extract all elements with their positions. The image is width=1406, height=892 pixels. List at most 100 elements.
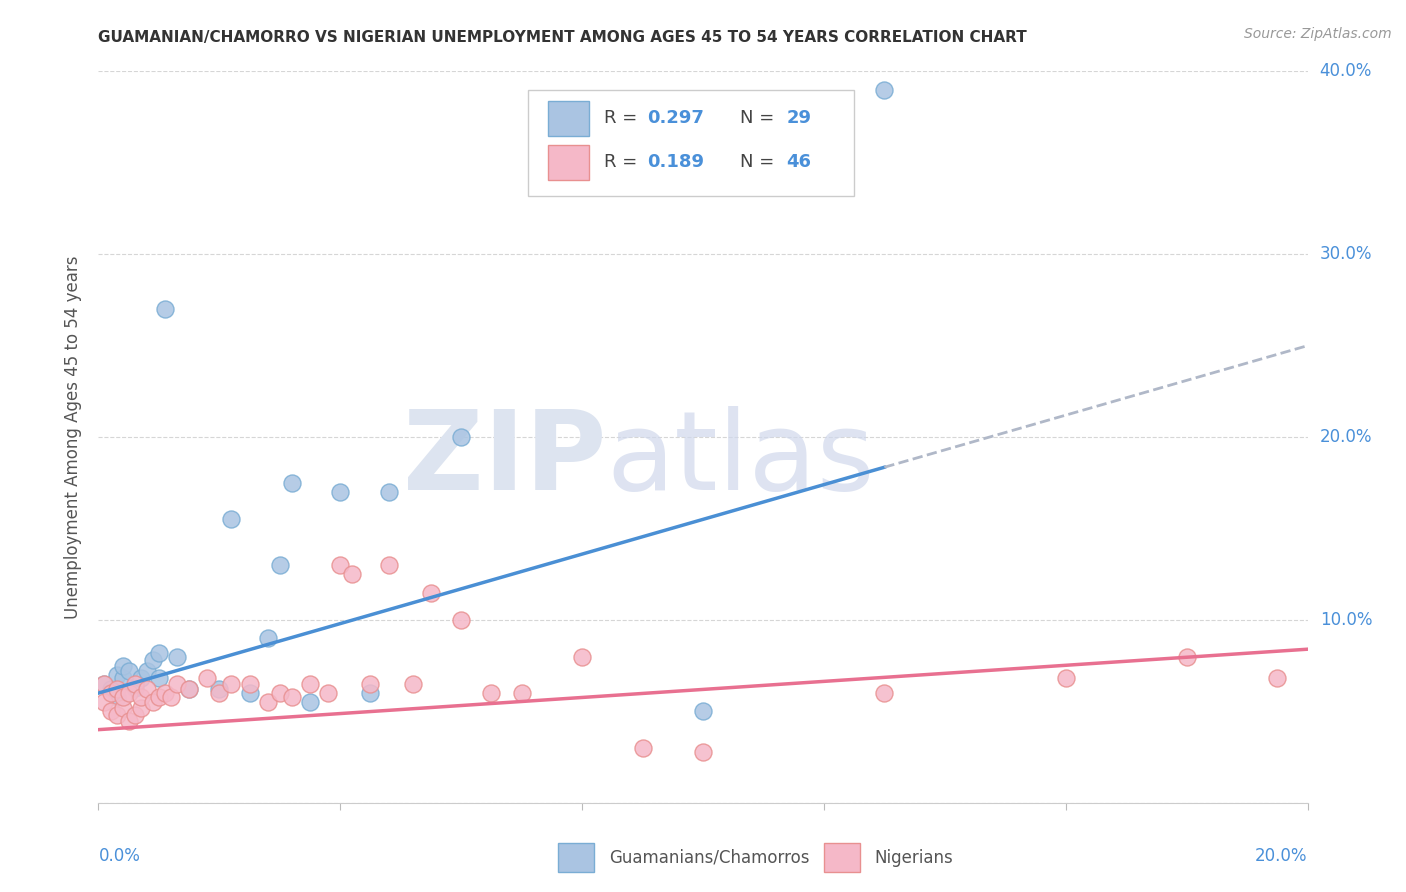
Point xyxy=(105,682,128,697)
Point xyxy=(105,690,128,704)
Text: R =: R = xyxy=(603,153,643,171)
Point xyxy=(160,690,183,704)
Point xyxy=(135,664,157,678)
Point xyxy=(142,653,165,667)
Text: 29: 29 xyxy=(786,109,811,128)
Point xyxy=(631,740,654,755)
FancyBboxPatch shape xyxy=(527,90,855,195)
Text: R =: R = xyxy=(603,109,643,128)
Point xyxy=(111,690,134,704)
Point xyxy=(93,677,115,691)
Point xyxy=(281,475,304,490)
Point xyxy=(148,690,170,704)
Point xyxy=(208,686,231,700)
Text: Guamanians/Chamorros: Guamanians/Chamorros xyxy=(609,848,810,867)
Point xyxy=(360,686,382,700)
Bar xyxy=(824,843,860,872)
Text: 20.0%: 20.0% xyxy=(1256,847,1308,864)
Point xyxy=(269,686,291,700)
Text: Source: ZipAtlas.com: Source: ZipAtlas.com xyxy=(1244,27,1392,41)
Point xyxy=(329,485,352,500)
Text: atlas: atlas xyxy=(606,406,875,513)
Text: 0.0%: 0.0% xyxy=(98,847,141,864)
Text: Nigerians: Nigerians xyxy=(875,848,953,867)
Point xyxy=(377,485,399,500)
Point xyxy=(299,695,322,709)
Text: 10.0%: 10.0% xyxy=(1320,611,1372,629)
Point xyxy=(873,82,896,96)
Point xyxy=(692,745,714,759)
Point xyxy=(571,649,593,664)
Text: N =: N = xyxy=(741,109,780,128)
Point xyxy=(195,672,218,686)
Point xyxy=(450,430,472,444)
Point xyxy=(377,558,399,573)
Text: 0.189: 0.189 xyxy=(647,153,704,171)
Text: 30.0%: 30.0% xyxy=(1320,245,1372,263)
Point xyxy=(111,672,134,686)
Point xyxy=(111,658,134,673)
Text: GUAMANIAN/CHAMORRO VS NIGERIAN UNEMPLOYMENT AMONG AGES 45 TO 54 YEARS CORRELATIO: GUAMANIAN/CHAMORRO VS NIGERIAN UNEMPLOYM… xyxy=(98,29,1028,45)
Point xyxy=(118,686,141,700)
Text: 46: 46 xyxy=(786,153,811,171)
Point xyxy=(142,695,165,709)
Point xyxy=(256,632,278,646)
Point xyxy=(269,558,291,573)
Point xyxy=(402,677,425,691)
Point xyxy=(93,677,115,691)
Point xyxy=(256,695,278,709)
Point xyxy=(118,664,141,678)
Point xyxy=(153,301,176,317)
Point xyxy=(1265,672,1288,686)
Text: 40.0%: 40.0% xyxy=(1320,62,1372,80)
Point xyxy=(129,700,152,714)
Point xyxy=(124,681,146,695)
Point xyxy=(510,686,533,700)
Text: N =: N = xyxy=(741,153,780,171)
Point xyxy=(221,677,243,691)
Bar xyxy=(548,145,589,179)
Point xyxy=(342,567,364,582)
Point xyxy=(100,682,122,697)
Point xyxy=(111,700,134,714)
Point xyxy=(1054,672,1077,686)
Point xyxy=(360,677,382,691)
Point xyxy=(239,677,262,691)
Point xyxy=(316,686,339,700)
Point xyxy=(105,708,128,723)
Point xyxy=(281,690,304,704)
Point xyxy=(221,512,243,526)
Bar xyxy=(558,843,595,872)
Point xyxy=(124,708,146,723)
Point xyxy=(692,705,714,719)
Point xyxy=(105,667,128,681)
Point xyxy=(1175,649,1198,664)
Point xyxy=(177,682,201,697)
Point xyxy=(208,682,231,697)
Point xyxy=(135,682,157,697)
Point xyxy=(177,682,201,697)
Point xyxy=(100,686,122,700)
Point xyxy=(299,677,322,691)
Point xyxy=(93,695,115,709)
Text: 0.297: 0.297 xyxy=(647,109,704,128)
Point xyxy=(148,672,170,686)
Point xyxy=(129,690,152,704)
Point xyxy=(148,646,170,660)
Point xyxy=(129,672,152,686)
Point xyxy=(329,558,352,573)
Point xyxy=(166,677,188,691)
Point xyxy=(419,585,441,599)
Point xyxy=(153,686,176,700)
Point xyxy=(124,677,146,691)
Point xyxy=(166,649,188,664)
Point xyxy=(481,686,503,700)
Point xyxy=(100,705,122,719)
Point xyxy=(450,613,472,627)
Text: ZIP: ZIP xyxy=(404,406,606,513)
Text: 20.0%: 20.0% xyxy=(1320,428,1372,446)
Point xyxy=(873,686,896,700)
Y-axis label: Unemployment Among Ages 45 to 54 years: Unemployment Among Ages 45 to 54 years xyxy=(65,255,83,619)
Point xyxy=(118,714,141,728)
Bar xyxy=(548,101,589,136)
